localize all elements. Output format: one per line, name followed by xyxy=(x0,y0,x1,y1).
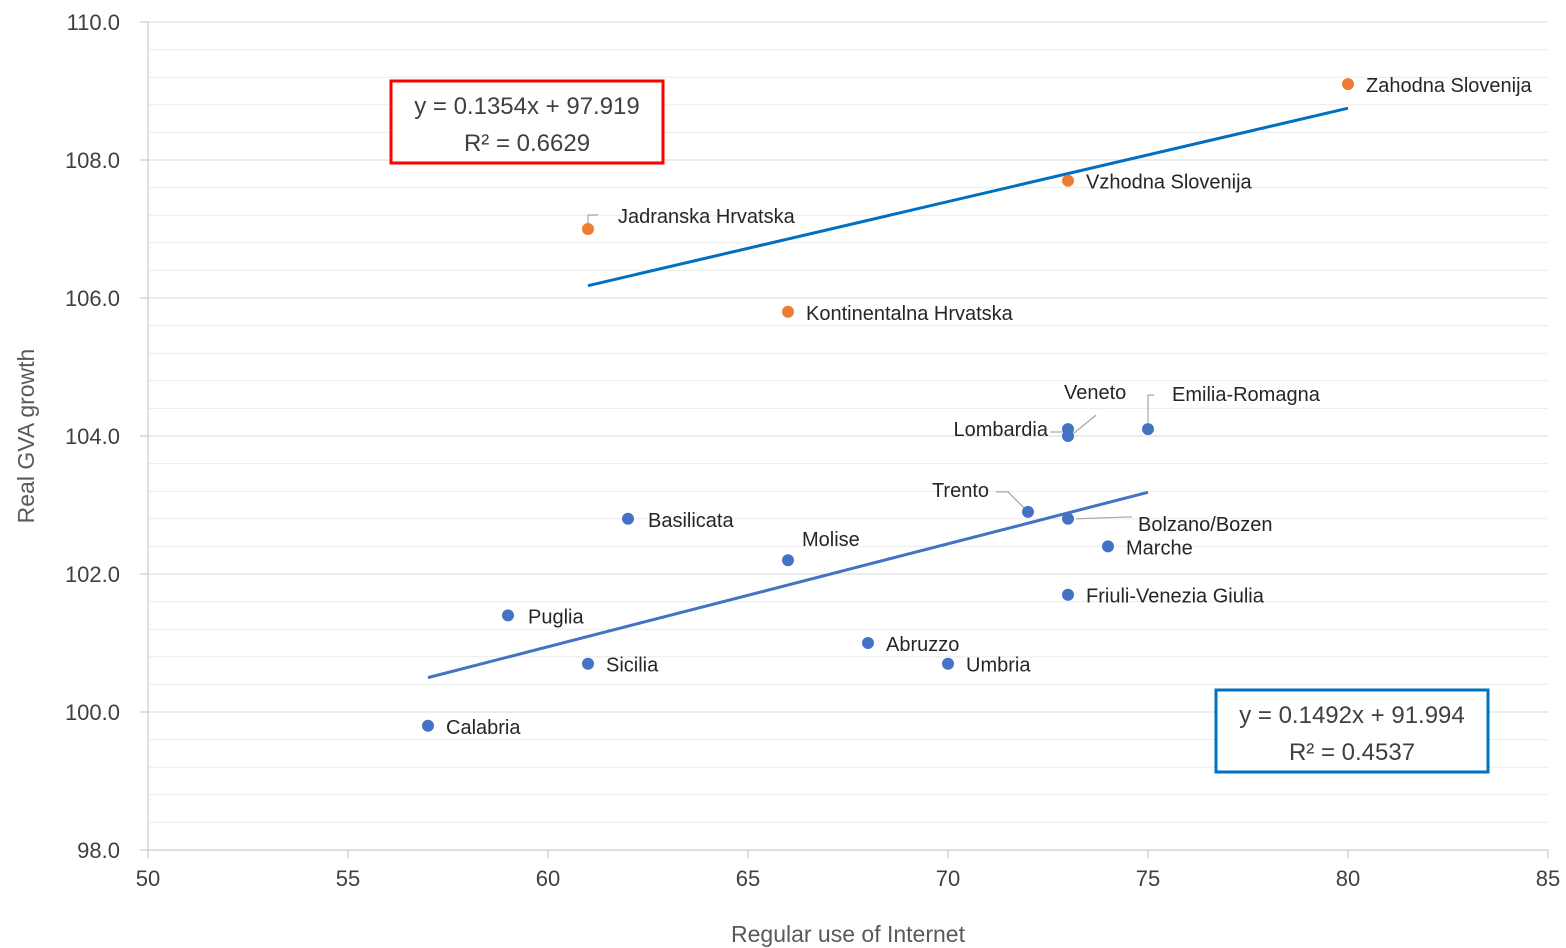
data-label: Zahodna Slovenija xyxy=(1366,75,1533,97)
x-tick-label: 65 xyxy=(736,866,760,891)
x-tick-label: 70 xyxy=(936,866,960,891)
data-point xyxy=(582,657,594,670)
data-label: Abruzzo xyxy=(886,634,959,656)
data-labels: Calabria Puglia Sicilia Basilicata Molise Abr… xyxy=(446,75,1533,739)
x-tick-label: 55 xyxy=(336,866,360,891)
y-axis-title: Real GVA growth xyxy=(13,349,39,524)
y-tick-label: 100.0 xyxy=(65,700,120,725)
data-label: Basilicata xyxy=(648,510,734,532)
trendline-r-squared: R² = 0.6629 xyxy=(464,130,590,157)
data-label: Puglia xyxy=(528,606,584,628)
data-label: Kontinentalna Hrvatska xyxy=(806,303,1014,325)
data-label: Bolzano/Bozen xyxy=(1138,514,1273,536)
data-point xyxy=(1342,78,1354,91)
data-point xyxy=(1022,505,1034,518)
trendline-equation: y = 0.1492x + 91.994 xyxy=(1239,702,1465,729)
y-tick-labels: 98.0 100.0 102.0 104.0 106.0 108.0 110.0 xyxy=(65,10,120,863)
axes xyxy=(140,21,1549,858)
data-point xyxy=(1102,540,1114,553)
y-tick-label: 102.0 xyxy=(65,562,120,587)
data-label: Trento xyxy=(932,480,989,502)
y-tick-label: 104.0 xyxy=(65,424,120,449)
y-tick-label: 110.0 xyxy=(67,10,120,35)
data-point xyxy=(502,609,514,622)
data-label: Umbria xyxy=(966,655,1031,677)
trendline-equation: y = 0.1354x + 97.919 xyxy=(414,93,640,120)
data-point xyxy=(942,657,954,670)
x-tick-label: 75 xyxy=(1136,866,1160,891)
leader-line xyxy=(1147,394,1154,424)
y-tick-label: 106.0 xyxy=(65,286,120,311)
data-label: Friuli-Venezia Giulia xyxy=(1086,586,1265,608)
y-tick-label: 98.0 xyxy=(77,838,120,863)
data-point xyxy=(422,719,434,732)
data-point xyxy=(1062,588,1074,601)
x-axis-title: Regular use of Internet xyxy=(731,921,966,947)
leader-line xyxy=(996,491,1025,509)
gridlines xyxy=(148,21,1548,851)
data-point xyxy=(1062,512,1074,525)
x-tick-label: 60 xyxy=(536,866,560,891)
y-tick-label: 108.0 xyxy=(65,148,120,173)
data-label: Vzhodna Slovenija xyxy=(1086,172,1253,194)
trendline-series-1 xyxy=(587,106,1349,288)
data-point xyxy=(862,637,874,649)
trendline-equation-box xyxy=(389,79,665,165)
leader-lines xyxy=(587,214,1154,520)
data-point xyxy=(1062,423,1074,436)
trendline-r-squared: R² = 0.4537 xyxy=(1289,739,1415,766)
leader-line xyxy=(1073,414,1097,434)
x-tick-label: 85 xyxy=(1536,866,1560,891)
data-points xyxy=(422,78,1354,732)
trendline-series-0 xyxy=(427,490,1149,680)
trendlines xyxy=(427,106,1349,680)
x-tick-label: 50 xyxy=(136,866,160,891)
leader-line xyxy=(1075,516,1133,520)
data-point xyxy=(582,223,594,235)
data-point xyxy=(1142,423,1154,436)
x-tick-label: 80 xyxy=(1336,866,1360,891)
data-point xyxy=(1062,174,1074,187)
data-label: Calabria xyxy=(446,717,521,739)
data-label: Jadranska Hrvatska xyxy=(618,206,796,228)
data-label: Sicilia xyxy=(606,655,659,677)
data-label: Emilia-Romagna xyxy=(1172,384,1321,406)
x-tick-labels: 50 55 60 65 70 75 80 85 xyxy=(136,866,1560,891)
data-point xyxy=(782,554,794,567)
equation-boxes: y = 0.1354x + 97.919 R² = 0.6629 y = 0.149… xyxy=(389,79,1490,774)
trendline-equation-box xyxy=(1214,688,1490,774)
data-point xyxy=(782,305,794,318)
data-label: Marche xyxy=(1126,537,1193,559)
leader-line xyxy=(587,214,598,223)
data-label: Lombardia xyxy=(953,419,1048,441)
data-label: Molise xyxy=(802,529,860,551)
data-point xyxy=(622,512,634,525)
data-label: Veneto xyxy=(1064,382,1126,404)
